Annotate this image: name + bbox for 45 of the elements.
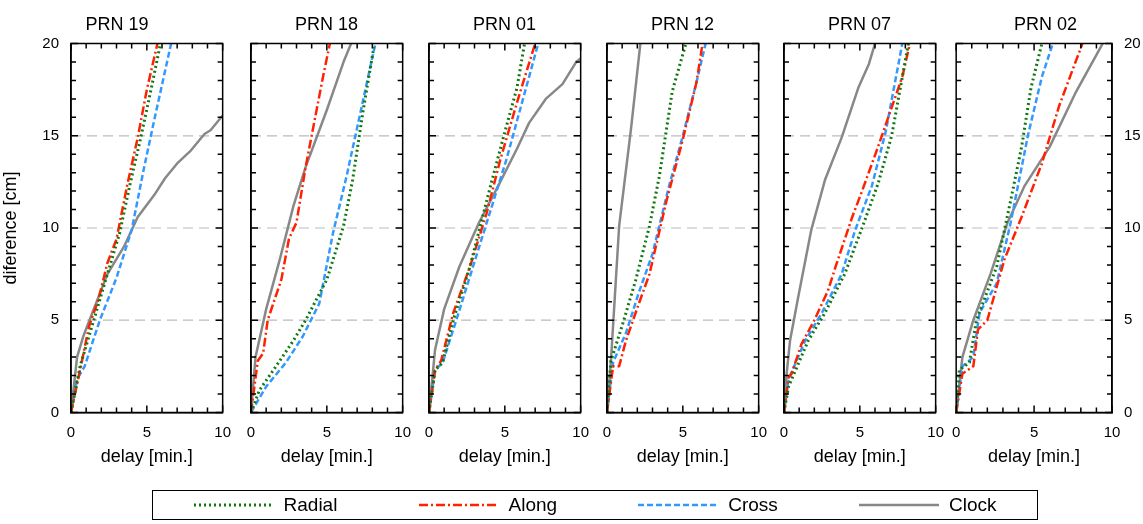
x-tick-label: 10 — [214, 422, 231, 440]
legend-label: Along — [508, 494, 558, 516]
x-tick-label: 0 — [779, 422, 789, 440]
x-axis-title: delay [min.] — [100, 446, 193, 467]
y2-tick-label: 10 — [1124, 218, 1141, 236]
y-tick-label: 0 — [50, 402, 59, 420]
x-tick-label: 0 — [246, 422, 256, 440]
y2-tick-label: 20 — [1124, 33, 1141, 51]
legend-label: Cross — [728, 494, 778, 516]
chart-title: PRN 02 — [1013, 13, 1078, 34]
chart-title: PRN 19 — [85, 13, 149, 34]
y2-tick-label: 0 — [1124, 402, 1133, 420]
y-tick-label: 20 — [42, 33, 59, 51]
y-axis-title: diference [cm] — [0, 171, 20, 285]
y2-tick-label: 15 — [1124, 125, 1141, 143]
x-tick-label: 5 — [500, 422, 509, 440]
y2-tick-label: 5 — [1124, 310, 1133, 328]
y-tick-label: 15 — [42, 125, 59, 143]
x-axis-title: delay [min.] — [988, 446, 1081, 467]
x-tick-label: 5 — [1029, 422, 1039, 440]
x-tick-label: 5 — [322, 422, 331, 440]
x-tick-label: 5 — [855, 422, 864, 440]
y-tick-label: 5 — [50, 310, 59, 328]
legend-label: Radial — [283, 494, 338, 516]
x-axis-title: delay [min.] — [280, 446, 373, 467]
y-tick-label: 10 — [42, 218, 59, 236]
x-axis-title: delay [min.] — [636, 446, 729, 467]
chart-title: PRN 18 — [294, 13, 359, 34]
legend-label: Clock — [948, 494, 997, 516]
x-tick-label: 0 — [66, 422, 76, 440]
chart-title: PRN 12 — [650, 13, 715, 34]
x-axis-title: delay [min.] — [458, 446, 551, 467]
x-tick-label: 5 — [142, 422, 151, 440]
chart-title: PRN 07 — [827, 13, 892, 34]
x-tick-label: 10 — [750, 422, 767, 440]
x-tick-label: 0 — [602, 422, 612, 440]
x-axis-title: delay [min.] — [813, 446, 906, 467]
x-tick-label: 10 — [1103, 422, 1121, 440]
x-tick-label: 10 — [927, 422, 944, 440]
x-tick-label: 10 — [572, 422, 589, 440]
chart-title: PRN 01 — [472, 13, 537, 34]
x-tick-label: 5 — [678, 422, 687, 440]
x-tick-label: 0 — [424, 422, 434, 440]
x-tick-label: 0 — [952, 422, 961, 440]
x-tick-label: 10 — [394, 422, 411, 440]
